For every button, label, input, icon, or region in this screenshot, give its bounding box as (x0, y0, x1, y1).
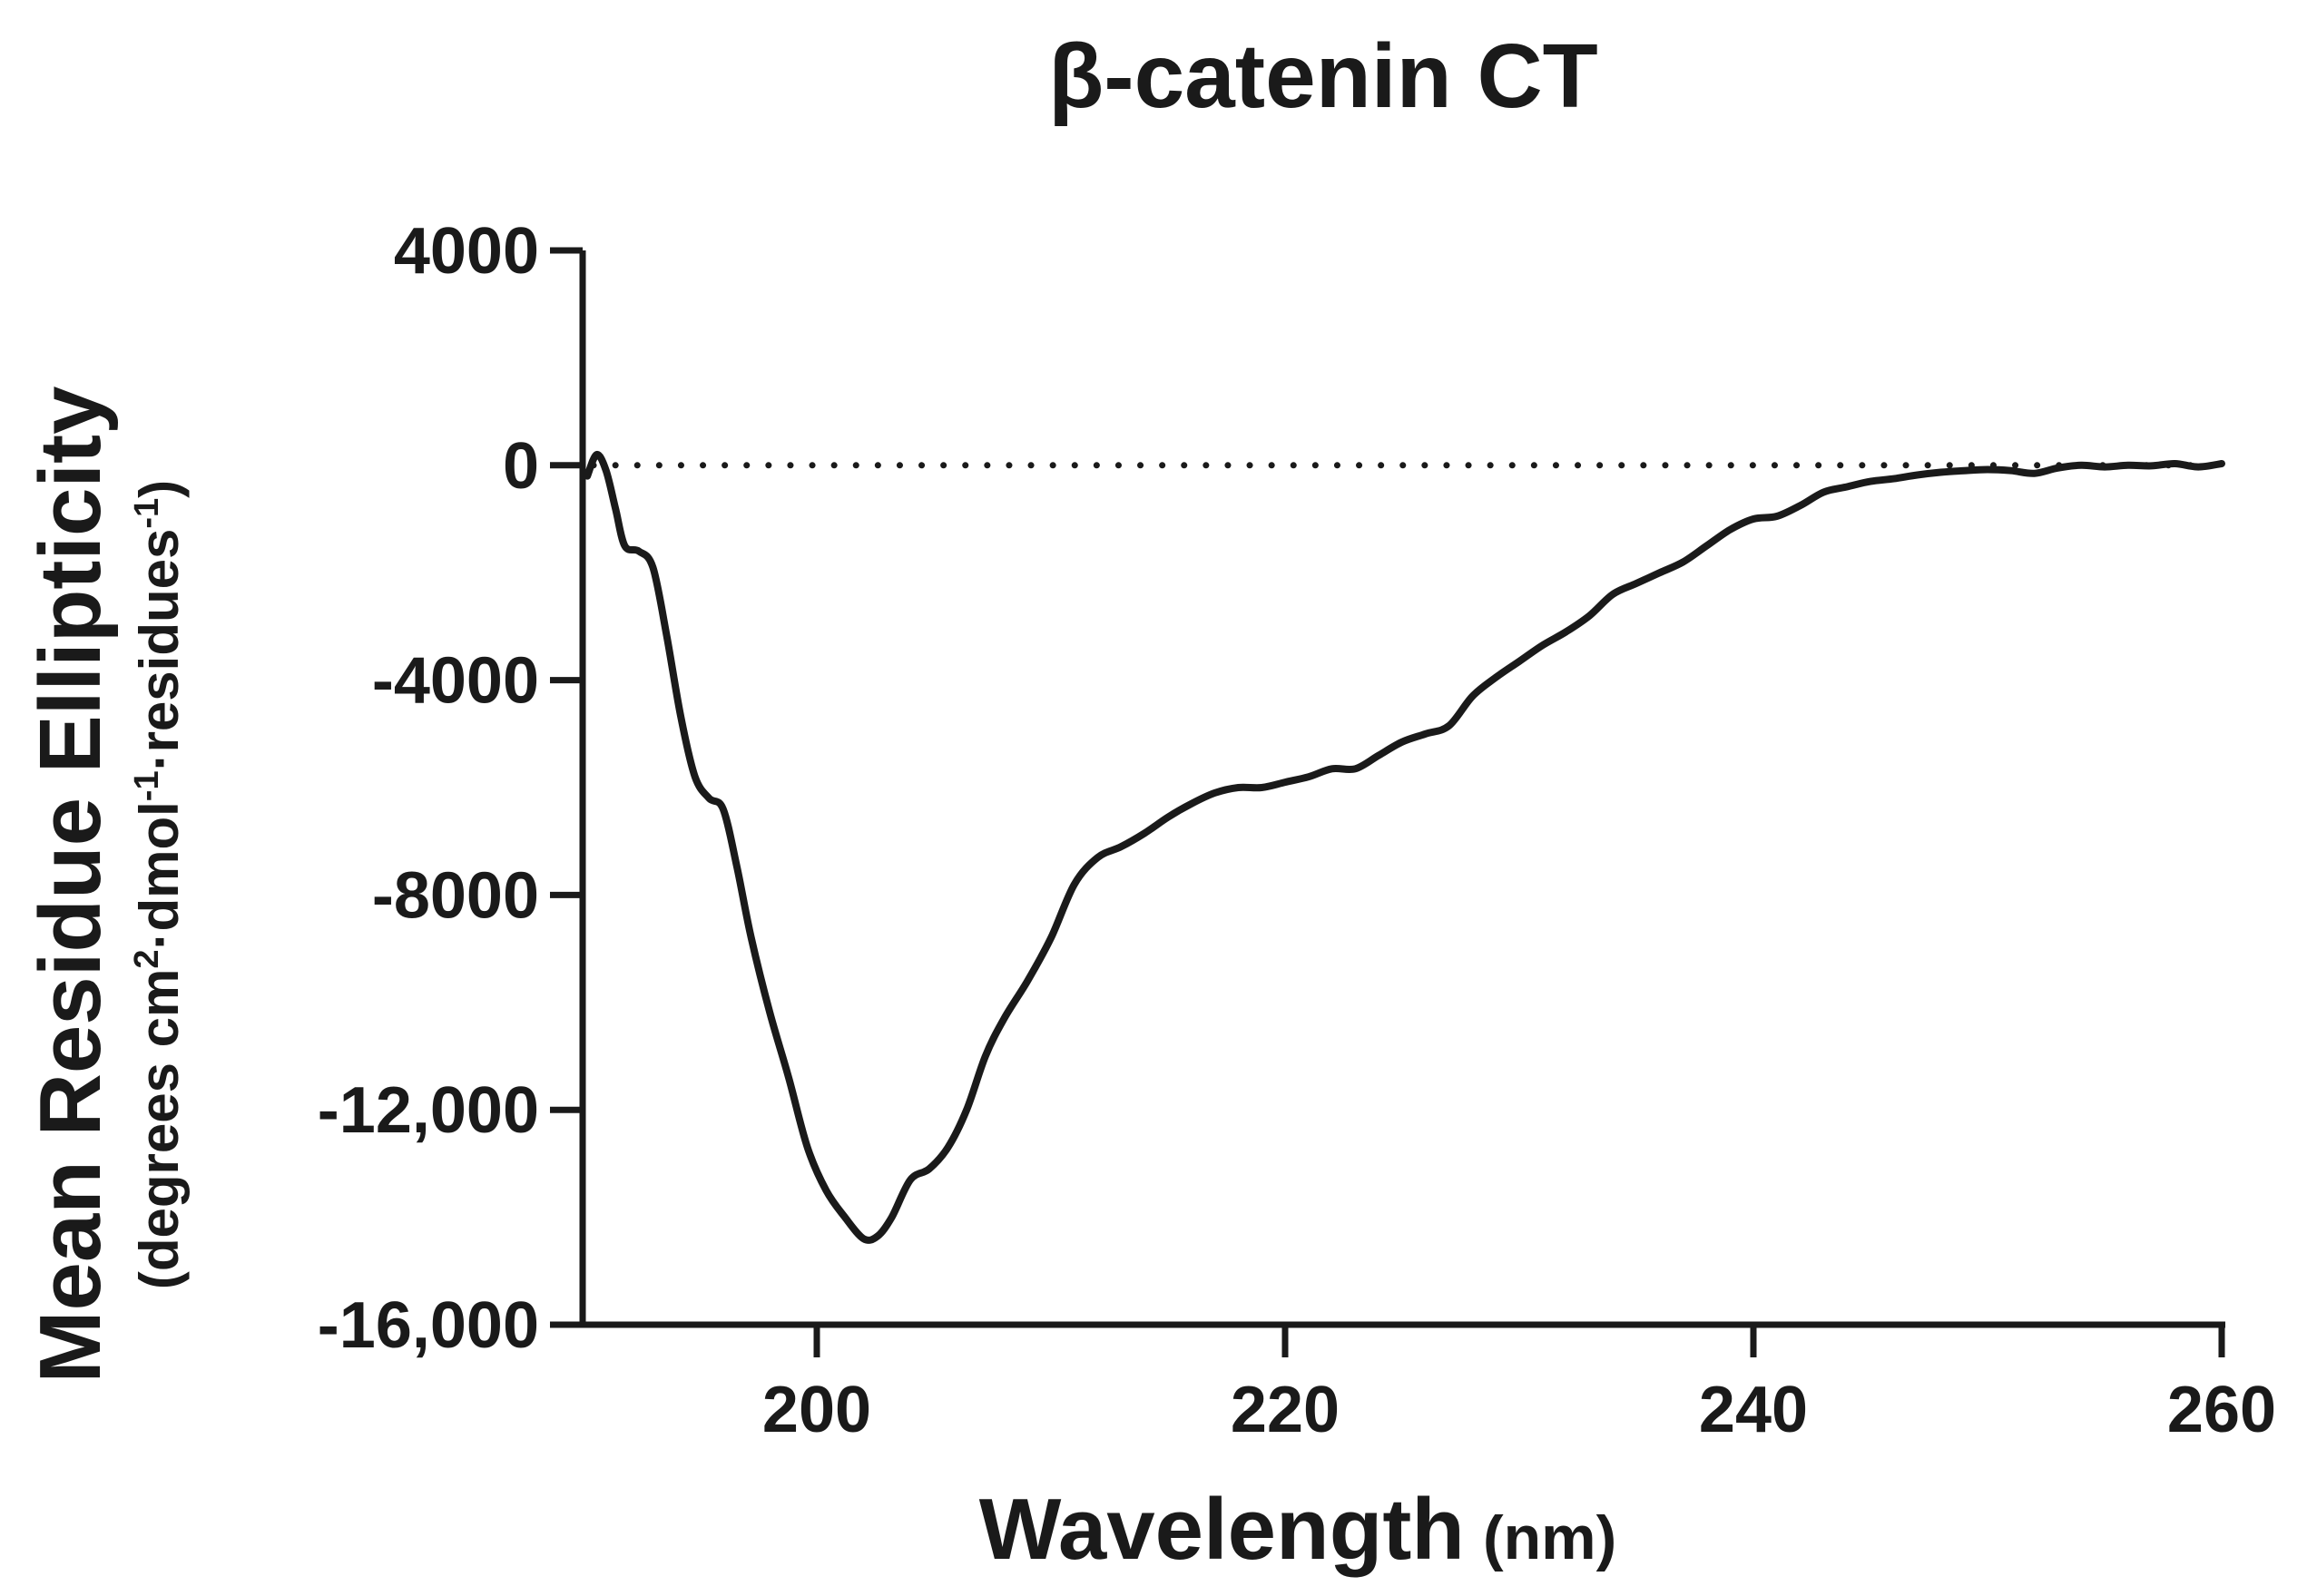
y-axis-title: Mean Residue Ellipticity (22, 387, 119, 1384)
x-axis-title: Wavelength (979, 1481, 1465, 1578)
x-axis-unit: (nm) (1483, 1503, 1616, 1572)
y-units-part4: ) (129, 480, 190, 498)
y-units-part2: ·dmol (129, 801, 190, 949)
y-tick-label: -4000 (372, 645, 539, 718)
y-units-part1: (degrees cm (129, 969, 190, 1290)
y-tick-label: 4000 (394, 215, 539, 288)
axes-group (579, 250, 2225, 1328)
x-tick-label: 220 (1231, 1374, 1340, 1446)
y-ticks-group: 4000 0 -4000 -8000 -12,000 -16,000 (318, 215, 583, 1362)
y-tick-label: -16,000 (318, 1289, 539, 1362)
y-tick-label: -12,000 (318, 1074, 539, 1147)
y-axis-units: (degrees cm2·dmol-1·residues-1) (128, 480, 190, 1289)
y-axis-label: Mean Residue Ellipticity (degrees cm2·dm… (22, 387, 190, 1384)
y-units-sup3: -1 (128, 498, 166, 529)
x-axis-label: Wavelength (nm) (979, 1481, 1616, 1578)
y-units-sup2: -1 (128, 770, 166, 801)
series-line (584, 451, 2225, 1244)
y-tick-label: -8000 (372, 859, 539, 932)
y-units-sup1: 2 (128, 950, 166, 969)
x-tick-label: 240 (1699, 1374, 1808, 1446)
x-tick-label: 200 (762, 1374, 871, 1446)
chart-title: β-catenin CT (1048, 25, 1598, 127)
y-tick-label: 0 (503, 430, 539, 503)
x-ticks-group: 200 220 240 260 (762, 1325, 2276, 1446)
y-units-part3: ·residues (129, 529, 190, 771)
series-group (584, 451, 2225, 1244)
x-tick-label: 260 (2167, 1374, 2276, 1446)
